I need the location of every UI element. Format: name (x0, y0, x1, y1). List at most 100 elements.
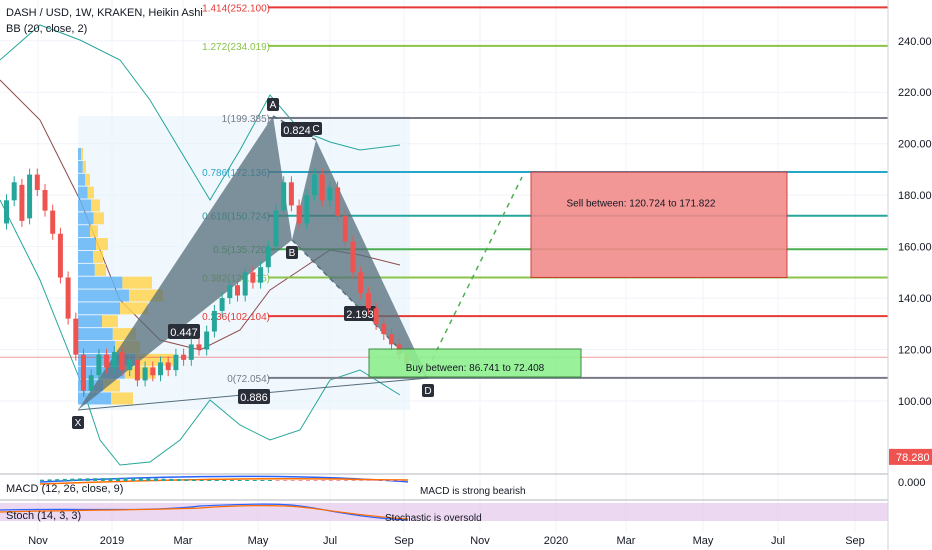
candle-body (242, 272, 248, 296)
harmonic-pattern: X A B C D 0.447 0.824 2.193 0.886 (72, 98, 523, 429)
indicator-panes: MACD is strong bearish Stochastic is over… (0, 473, 888, 524)
macd-histogram-bar (359, 480, 364, 481)
volume-bar-down (85, 173, 90, 186)
candle-body (258, 267, 264, 283)
bb-legend: BB (20, close, 2) (6, 23, 88, 35)
macd-histogram-bar (40, 479, 44, 481)
macd-histogram-bar (131, 478, 136, 481)
macd-histogram-bar (169, 478, 174, 481)
macd-histogram-bar (108, 478, 113, 481)
buy-zone (368, 348, 582, 378)
last-price-label: 78.280 (896, 452, 930, 464)
candle-body (342, 215, 348, 242)
candle-body (235, 285, 240, 296)
volume-bar-up (78, 225, 90, 238)
x-tick-label: May (248, 535, 269, 547)
candle-body (104, 354, 110, 368)
volume-bar-down (91, 199, 100, 212)
candle-body (34, 174, 40, 191)
macd-histogram-bar (344, 480, 348, 481)
macd-histogram-bar (85, 478, 90, 481)
stoch-legend: Stoch (14, 3, 3) (6, 510, 82, 522)
candle-body (173, 354, 179, 371)
x-tick-label: Mar (617, 535, 636, 547)
y-tick-label: 200.000 (898, 139, 932, 151)
point-label-bg (72, 416, 84, 429)
macd-histogram-bar (100, 478, 105, 481)
stoch-note: Stochastic is oversold (385, 513, 482, 524)
projection-line (431, 176, 523, 361)
macd-axis-label: 0.000 (898, 477, 926, 489)
candle-body (111, 352, 117, 368)
volume-bar-up (78, 186, 88, 199)
x-tick-label: Jul (771, 535, 785, 547)
candle-body (119, 352, 125, 371)
volume-bar-up (78, 302, 120, 315)
candle-body (81, 354, 86, 391)
x-tick-label: 2019 (100, 535, 124, 547)
macd-histogram-bar (222, 480, 227, 481)
macd-histogram-bar (366, 480, 371, 481)
volume-bar-down (87, 186, 94, 199)
volume-bar-down (96, 238, 108, 251)
bb-upper-band (0, 24, 401, 201)
macd-histogram-bar (298, 480, 303, 481)
x-tick-label: Nov (28, 535, 48, 547)
macd-histogram-bar (207, 480, 212, 481)
y-tick-label: 240.000 (898, 36, 932, 48)
candle-body (96, 354, 102, 376)
macd-histogram-bar (336, 480, 341, 481)
macd-histogram-bar (93, 478, 98, 481)
candle-body (181, 354, 187, 360)
volume-bar-up (78, 340, 116, 353)
pattern-xab-triangle (78, 116, 292, 410)
y-tick-label: 220.000 (898, 87, 932, 99)
candle-body (281, 182, 287, 211)
macd-signal-line (39, 477, 409, 485)
macd-histogram-bar (290, 480, 295, 481)
candle-body (265, 246, 271, 268)
buy-zone-label: Buy between: 86.741 to 72.408 (406, 363, 545, 374)
macd-histogram-bar (389, 480, 394, 481)
candle-body (196, 344, 202, 350)
candle-body (19, 184, 25, 221)
point-label-bg (286, 246, 298, 259)
candle-body (88, 375, 94, 391)
macd-histogram-bar (192, 479, 196, 481)
candle-body (319, 174, 325, 201)
candle-body (358, 272, 364, 293)
volume-bar-up (78, 212, 94, 225)
macd-histogram-bar (47, 479, 52, 481)
macd-histogram-bar (230, 480, 234, 481)
macd-histogram-bar (252, 480, 257, 481)
candle-body (288, 182, 294, 206)
macd-histogram-bar (154, 478, 158, 481)
macd-histogram-bar (351, 480, 356, 481)
volume-bar-down (90, 225, 98, 238)
last-price-tag (889, 448, 932, 465)
macd-histogram-bar (260, 480, 265, 481)
x-tick-label: 2020 (544, 535, 568, 547)
volume-bar-down (93, 250, 103, 263)
candle-body (296, 205, 302, 224)
candle-body (389, 334, 394, 345)
fib-level-label: 1(199.385) (222, 114, 270, 125)
volume-bar-up (78, 315, 102, 328)
fib-level-label: 0.236(102.104) (202, 312, 270, 323)
macd-histogram-bar (116, 478, 120, 481)
macd-histogram-bar (321, 480, 326, 481)
volume-bar-down (122, 276, 152, 289)
volume-bar-up (78, 250, 93, 263)
fib-level-label: 1.414(252.100) (202, 3, 270, 14)
volume-bar-down (82, 160, 86, 173)
candle-body (65, 277, 71, 319)
candle-body (50, 210, 56, 234)
volume-bar-down (93, 212, 104, 225)
point-label: X (75, 418, 82, 429)
sell-zone-label: Sell between: 120.724 to 171.822 (566, 199, 715, 210)
macd-histogram-bar (397, 480, 402, 481)
candle-body (158, 362, 163, 376)
trade-zones: Sell between: 120.724 to 171.822 Buy betw… (368, 171, 788, 378)
ratio-label: 2.193 (346, 309, 374, 321)
ratio-label: 0.447 (170, 327, 198, 339)
